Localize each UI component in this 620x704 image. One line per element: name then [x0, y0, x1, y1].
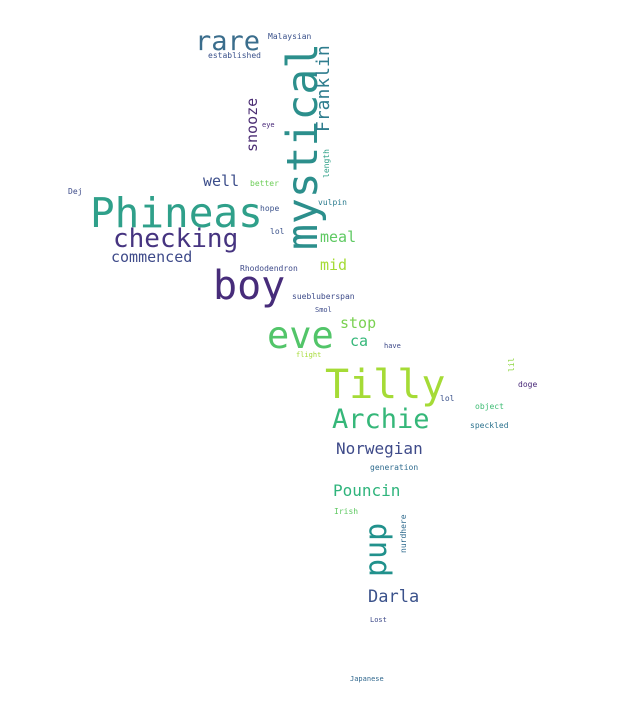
cloud-word-have: have: [384, 342, 401, 350]
cloud-word-rhododendron: Rhododendron: [240, 264, 298, 273]
cloud-word-tilly: Tilly: [325, 362, 446, 408]
cloud-word-mid: mid: [320, 256, 348, 274]
cloud-word-suebluberspan: suebluberspan: [292, 292, 355, 301]
cloud-word-well: well: [203, 172, 240, 190]
cloud-word-established: established: [208, 51, 261, 60]
cloud-word-lil: lil: [507, 357, 516, 372]
cloud-word-checking: checking: [113, 224, 239, 254]
cloud-word-malaysian: Malaysian: [268, 32, 312, 41]
cloud-word-japanese: Japanese: [350, 675, 384, 683]
cloud-word-commenced: commenced: [111, 248, 193, 266]
cloud-word-ca: ca: [350, 332, 369, 350]
cloud-word-pup: pup: [359, 522, 394, 577]
cloud-word-smol: Smol: [315, 306, 332, 314]
cloud-word-lol-2: lol: [440, 394, 455, 403]
cloud-word-lost: Lost: [370, 616, 387, 624]
cloud-word-flight: flight: [296, 351, 322, 359]
cloud-word-darla: Darla: [368, 587, 420, 607]
cloud-word-dej: Dej: [68, 187, 83, 196]
cloud-word-norwegian: Norwegian: [336, 439, 423, 458]
cloud-word-lol: lol: [270, 227, 285, 236]
cloud-word-franklin: Franklin: [313, 45, 334, 132]
cloud-word-vulpin: vulpin: [318, 198, 347, 207]
cloud-word-boy: boy: [213, 263, 286, 309]
cloud-word-speckled: speckled: [470, 421, 509, 430]
cloud-word-eve: eve: [267, 314, 334, 357]
cloud-word-stop: stop: [340, 314, 377, 332]
cloud-word-doge: doge: [518, 380, 538, 389]
cloud-word-meal: meal: [320, 228, 357, 246]
cloud-word-rare: rare: [195, 26, 261, 57]
cloud-word-irish: Irish: [334, 507, 359, 516]
cloud-word-phineas: Phineas: [90, 189, 263, 237]
cloud-word-nurdhere: nurdhere: [399, 514, 408, 553]
cloud-word-length: length: [322, 149, 331, 178]
cloud-word-object: object: [475, 402, 504, 411]
cloud-word-pouncin: Pouncin: [333, 481, 401, 500]
cloud-word-better: better: [250, 179, 279, 188]
cloud-word-generation: generation: [370, 463, 419, 472]
cloud-word-hope: hope: [260, 204, 280, 213]
cloud-word-snooze: snooze: [243, 97, 261, 152]
cloud-word-archie: Archie: [332, 404, 430, 435]
cloud-word-eye: eye: [262, 121, 275, 129]
